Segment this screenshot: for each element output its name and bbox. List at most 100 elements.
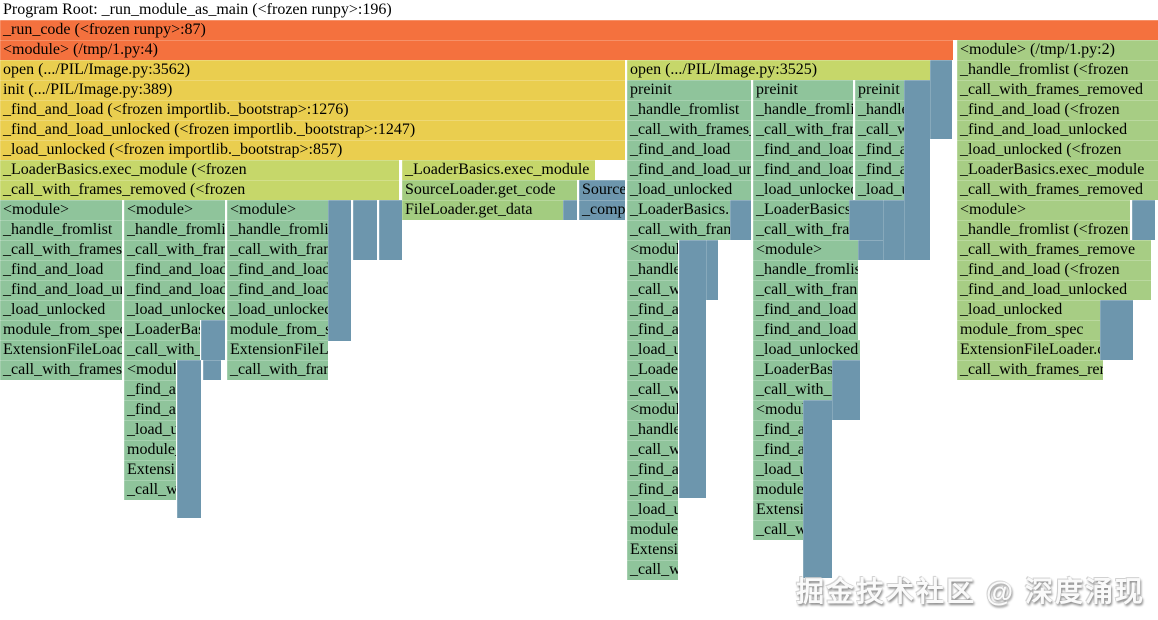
flame-frame[interactable]: _call_with_frames_removed (<frozen <box>0 180 399 200</box>
flame-frame[interactable]: _call_with_frames_remove <box>957 240 1151 260</box>
flame-frame[interactable]: _call_w <box>627 380 678 400</box>
flame-frame[interactable]: _find_and_load (<frozen importlib._boots… <box>0 100 625 120</box>
flame-frame-filler[interactable] <box>858 240 883 260</box>
flame-frame[interactable]: <module> <box>124 200 225 220</box>
flame-frame[interactable]: _call_w <box>753 520 803 540</box>
flame-frame[interactable]: SourceL <box>579 180 625 200</box>
flame-frame[interactable]: _load_unlocked <box>0 300 122 320</box>
flame-frame[interactable]: _handle <box>855 100 904 120</box>
flame-frame[interactable]: module. <box>753 480 803 500</box>
flame-frame[interactable]: _find_and_load_unlocked <box>957 120 1158 140</box>
flame-frame-filler[interactable] <box>930 60 952 139</box>
flame-frame-filler[interactable] <box>1132 200 1155 240</box>
flame-frame[interactable]: preinit <box>855 80 904 100</box>
flame-frame[interactable]: _call_with_frames_removed <box>957 180 1158 200</box>
flame-frame[interactable]: FileLoader.get_data <box>402 200 563 220</box>
flame-frame[interactable]: _call_with_fran <box>227 240 328 260</box>
flame-frame[interactable]: <modul <box>627 240 678 260</box>
flame-frame[interactable]: _load_u <box>753 460 803 480</box>
flame-frame[interactable]: SourceLoader.get_code <box>402 180 577 200</box>
flame-frame[interactable]: _Loade <box>627 360 678 380</box>
flame-frame[interactable]: _call_w <box>627 440 678 460</box>
flame-frame-filler[interactable] <box>904 80 930 260</box>
flame-frame[interactable]: _LoaderBasics. <box>753 200 849 220</box>
flame-frame[interactable]: <modul <box>627 400 678 420</box>
flame-frame[interactable]: module_ <box>627 520 678 540</box>
flame-frame[interactable]: _find_and_load <box>753 140 853 160</box>
flame-frame[interactable]: _call_with_frames_ <box>0 240 122 260</box>
flame-frame[interactable]: open (.../PIL/Image.py:3525) <box>627 60 930 80</box>
flame-frame[interactable]: _LoaderBasics.exec_module <box>402 160 595 180</box>
flame-frame[interactable]: _find_and_load <box>627 140 751 160</box>
flame-frame[interactable]: ExtensionFileL <box>227 340 328 360</box>
flame-frame[interactable]: _call_with_fran <box>753 280 858 300</box>
flame-frame[interactable]: <module> <box>0 200 122 220</box>
flame-frame[interactable]: _call_with_fran <box>753 220 849 240</box>
flame-frame-filler[interactable] <box>679 240 706 498</box>
flame-frame[interactable]: _find_and_load_un <box>0 280 122 300</box>
flame-frame[interactable]: ExtensionFileLoader.cr <box>957 340 1100 360</box>
flame-frame-filler[interactable] <box>832 360 860 420</box>
flame-frame[interactable]: _find_and_load (<frozen <box>957 260 1151 280</box>
flame-frame-filler[interactable] <box>379 200 402 260</box>
flame-frame[interactable]: _find_and_load <box>124 280 225 300</box>
flame-frame[interactable]: _find_a <box>627 480 678 500</box>
flame-frame[interactable]: _handle_fromlis <box>124 220 225 240</box>
flame-frame-filler[interactable] <box>353 200 377 260</box>
flame-frame[interactable]: <module> <box>227 200 328 220</box>
flame-frame[interactable]: _LoaderBasics.exec_module (<frozen <box>0 160 399 180</box>
flame-frame[interactable]: _find_and_load <box>753 300 858 320</box>
flame-frame[interactable]: _handle_fromlist <box>627 100 751 120</box>
flame-frame[interactable]: _handle_fromlis <box>227 220 328 240</box>
flame-frame-filler[interactable] <box>177 360 201 518</box>
flame-frame[interactable]: _compil <box>579 200 625 220</box>
flame-frame[interactable]: _handle_fromlist (<frozen <box>957 220 1130 240</box>
flame-frame[interactable]: _load_unlocked <box>957 300 1100 320</box>
flame-frame[interactable]: _load_unlocked <box>753 180 853 200</box>
flame-frame[interactable]: _handle_fromlist <box>0 220 122 240</box>
flame-frame[interactable]: _load_u <box>627 340 678 360</box>
flame-frame-filler[interactable] <box>849 200 883 240</box>
flame-frame[interactable]: open (.../PIL/Image.py:3562) <box>0 60 625 80</box>
flame-frame[interactable]: _call_with_frames_rem <box>957 360 1103 380</box>
flame-frame[interactable]: module_ <box>124 440 176 460</box>
flame-frame[interactable]: _call_with_frames_ <box>0 360 122 380</box>
flame-frame-filler[interactable] <box>706 240 718 300</box>
flame-frame[interactable]: _LoaderBas <box>753 360 832 380</box>
flame-frame[interactable]: _call_with_frames_removed <box>957 80 1158 100</box>
flame-frame[interactable]: _handle <box>627 260 678 280</box>
flame-frame[interactable]: _load_u <box>855 180 904 200</box>
flame-frame[interactable]: module_from_spec <box>0 320 122 340</box>
flame-frame-filler[interactable] <box>203 360 221 380</box>
flame-frame[interactable]: _find_and_load <box>124 260 225 280</box>
flame-frame[interactable]: _find_a <box>627 300 678 320</box>
flame-frame[interactable]: _load_unlocked (<frozen importlib._boots… <box>0 140 625 160</box>
flame-frame-filler[interactable] <box>563 200 577 220</box>
flame-frame[interactable]: ExtensionFileLoade <box>0 340 122 360</box>
flame-frame-filler[interactable] <box>730 200 751 240</box>
flame-frame[interactable]: _call_with_fran <box>227 360 328 380</box>
flame-frame[interactable]: _find_a <box>855 160 904 180</box>
flame-frame[interactable]: _load_unlocked <box>753 340 860 360</box>
flame-frame[interactable]: _find_and_load (<frozen <box>957 100 1158 120</box>
flame-frame[interactable]: _find_and_load <box>227 260 328 280</box>
flame-frame[interactable]: _find_a <box>627 460 678 480</box>
flame-frame[interactable]: _load_unlocked <box>627 180 751 200</box>
flame-frame[interactable]: _call_w <box>627 560 678 580</box>
flame-frame[interactable]: <modul <box>124 360 176 380</box>
flame-frame[interactable]: _handle_fromlis <box>753 100 853 120</box>
flame-frame[interactable]: _load_unlocked (<frozen <box>957 140 1158 160</box>
flame-frame[interactable]: preinit <box>627 80 751 100</box>
flame-frame[interactable]: _handle_fromlist (<frozen <box>957 60 1158 80</box>
flame-frame[interactable]: _load_unlocked <box>124 300 225 320</box>
flame-frame[interactable]: _call_with_fran <box>627 220 730 240</box>
flame-frame[interactable]: <module> (/tmp/1.py:2) <box>957 40 1158 60</box>
flame-frame[interactable]: module_from_spec <box>957 320 1100 340</box>
flame-frame[interactable]: <module> (/tmp/1.py:4) <box>0 40 953 60</box>
flame-frame[interactable]: _LoaderBas <box>124 320 200 340</box>
flame-frame[interactable]: _call_w <box>627 280 678 300</box>
flame-frame[interactable]: _find_a <box>753 440 803 460</box>
flame-frame[interactable]: _handle_fromlis <box>753 260 858 280</box>
flame-frame[interactable]: _find_and_load <box>753 160 853 180</box>
flame-frame[interactable]: _find_and_load_un <box>627 160 751 180</box>
